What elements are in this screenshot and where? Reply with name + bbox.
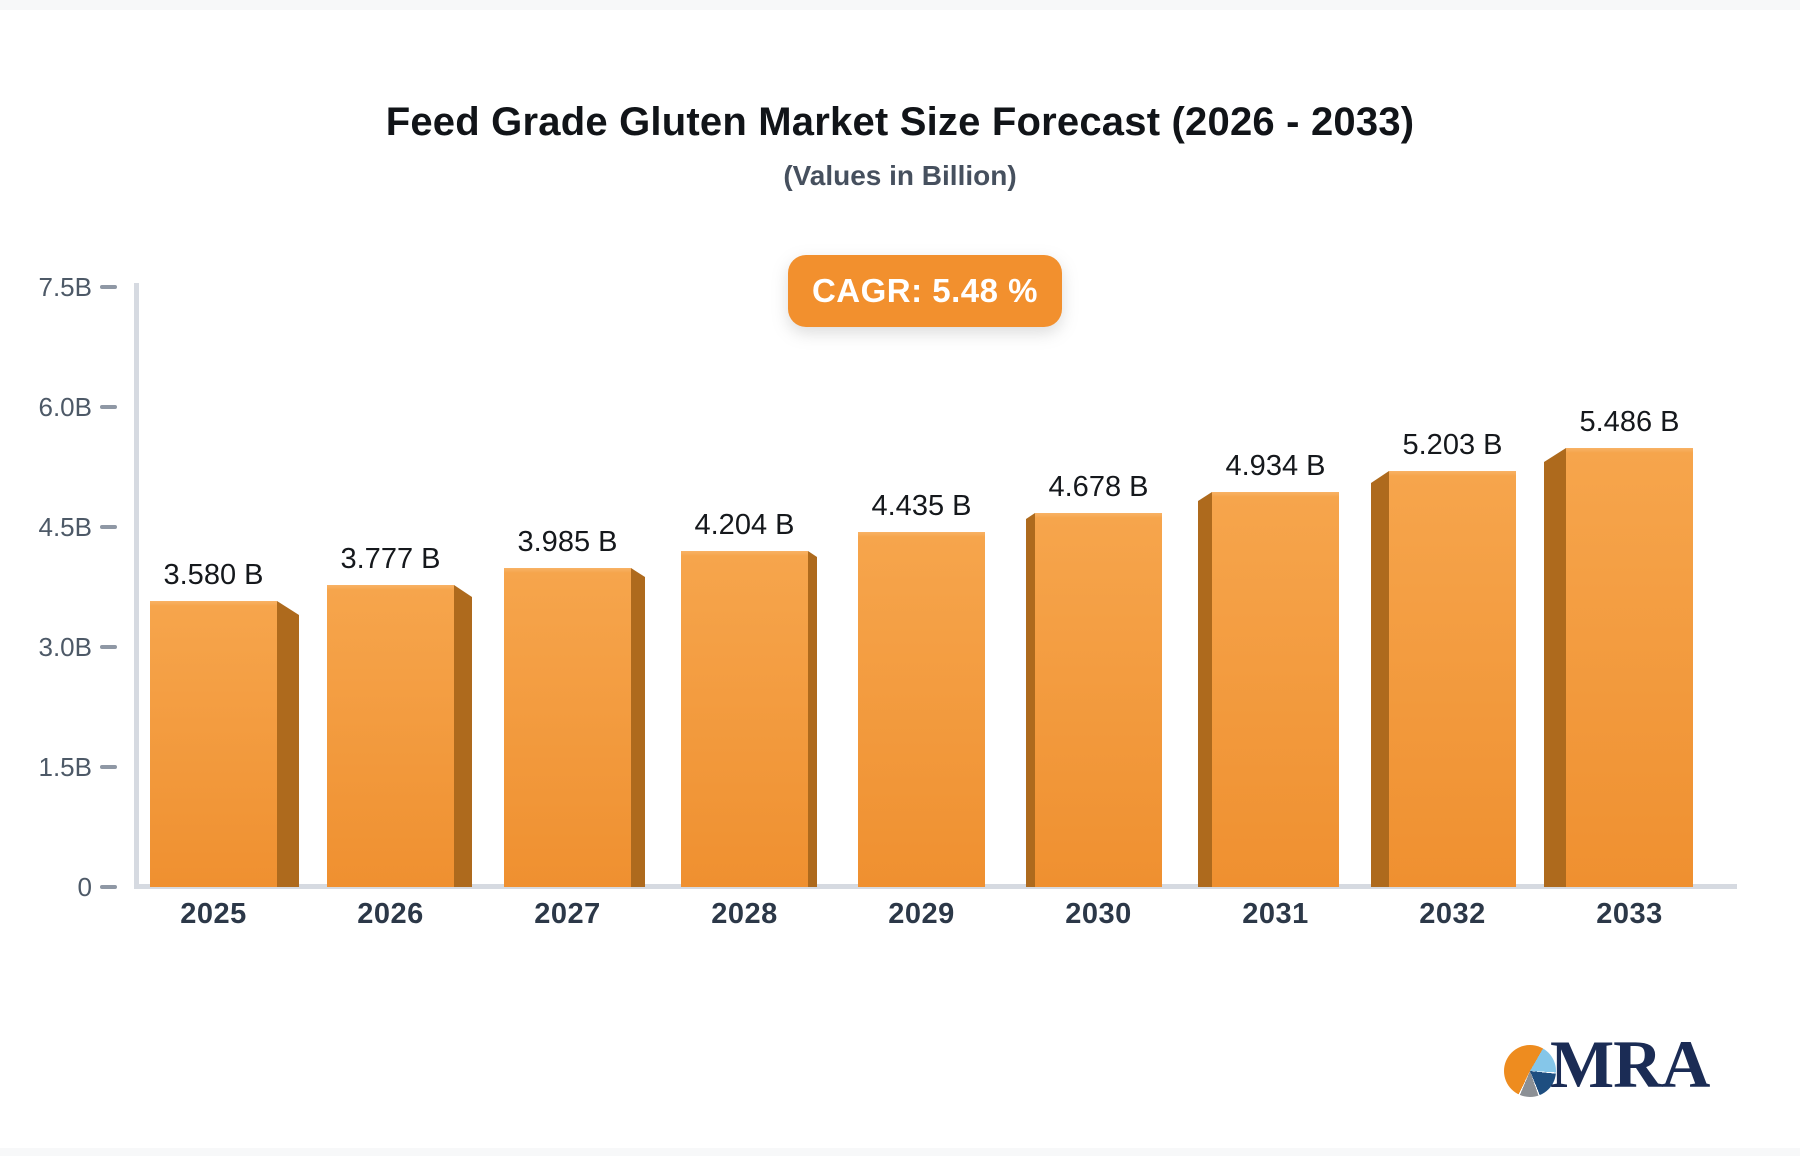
pie-chart-logo-icon (1504, 1045, 1556, 1097)
mra-logo-text: MRA (1550, 1026, 1710, 1102)
y-tick-dash (100, 765, 117, 769)
y-tick-dash (100, 885, 117, 889)
x-tick-label-2025: 2025 (180, 898, 247, 930)
y-tick-dash (100, 285, 117, 289)
bar-2031 (1212, 492, 1339, 887)
bar-2033-side (1544, 448, 1566, 887)
y-tick-label: 6.0B (38, 392, 93, 422)
bar-2032-side (1371, 471, 1389, 887)
y-tick-label: 3.0B (38, 632, 93, 662)
x-tick-label-2028: 2028 (711, 898, 778, 930)
chart-subtitle: (Values in Billion) (783, 160, 1017, 191)
y-axis-line (134, 283, 139, 889)
bar-2026 (327, 585, 454, 887)
bar-2026-side (454, 585, 472, 887)
y-tick-label: 7.5B (38, 272, 93, 302)
bar-value-label-2030: 4.678 B (1048, 471, 1149, 503)
bar-2031-side (1198, 492, 1212, 887)
bar-value-label-2025: 3.580 B (163, 559, 264, 591)
bar-value-label-2031: 4.934 B (1225, 450, 1326, 482)
bar-2030 (1035, 513, 1162, 887)
bar-value-label-2026: 3.777 B (340, 543, 441, 575)
y-tick-dash (100, 405, 117, 409)
bar-2025 (150, 601, 277, 887)
bar-2028-side (808, 551, 817, 887)
bar-2032 (1389, 471, 1516, 887)
bar-2028 (681, 551, 808, 887)
x-tick-label-2026: 2026 (357, 898, 424, 930)
bar-2027 (504, 568, 631, 887)
bar-value-label-2029: 4.435 B (871, 490, 972, 522)
x-tick-label-2032: 2032 (1419, 898, 1486, 930)
bar-2029 (858, 532, 985, 887)
x-tick-label-2031: 2031 (1242, 898, 1309, 930)
bar-2030-side (1026, 513, 1035, 887)
y-tick-dash (100, 645, 117, 649)
bar-value-label-2033: 5.486 B (1579, 406, 1680, 438)
y-tick-label: 1.5B (38, 752, 93, 782)
x-tick-label-2027: 2027 (534, 898, 601, 930)
x-tick-label-2033: 2033 (1596, 898, 1663, 930)
chart-title: Feed Grade Gluten Market Size Forecast (… (385, 100, 1415, 144)
y-tick-label: 4.5B (38, 512, 93, 542)
x-tick-label-2029: 2029 (888, 898, 955, 930)
y-tick-label: 0 (77, 872, 92, 902)
bottom-edge-strip (0, 1148, 1800, 1156)
top-edge-strip (0, 0, 1800, 10)
cagr-badge: CAGR: 5.48 % (788, 255, 1062, 327)
bar-2033 (1566, 448, 1693, 887)
bar-value-label-2032: 5.203 B (1402, 429, 1503, 461)
bar-2027-side (631, 568, 645, 887)
y-tick-dash (100, 525, 117, 529)
bar-value-label-2028: 4.204 B (694, 509, 795, 541)
bar-2025-side (277, 601, 299, 887)
x-tick-label-2030: 2030 (1065, 898, 1132, 930)
bar-value-label-2027: 3.985 B (517, 526, 618, 558)
